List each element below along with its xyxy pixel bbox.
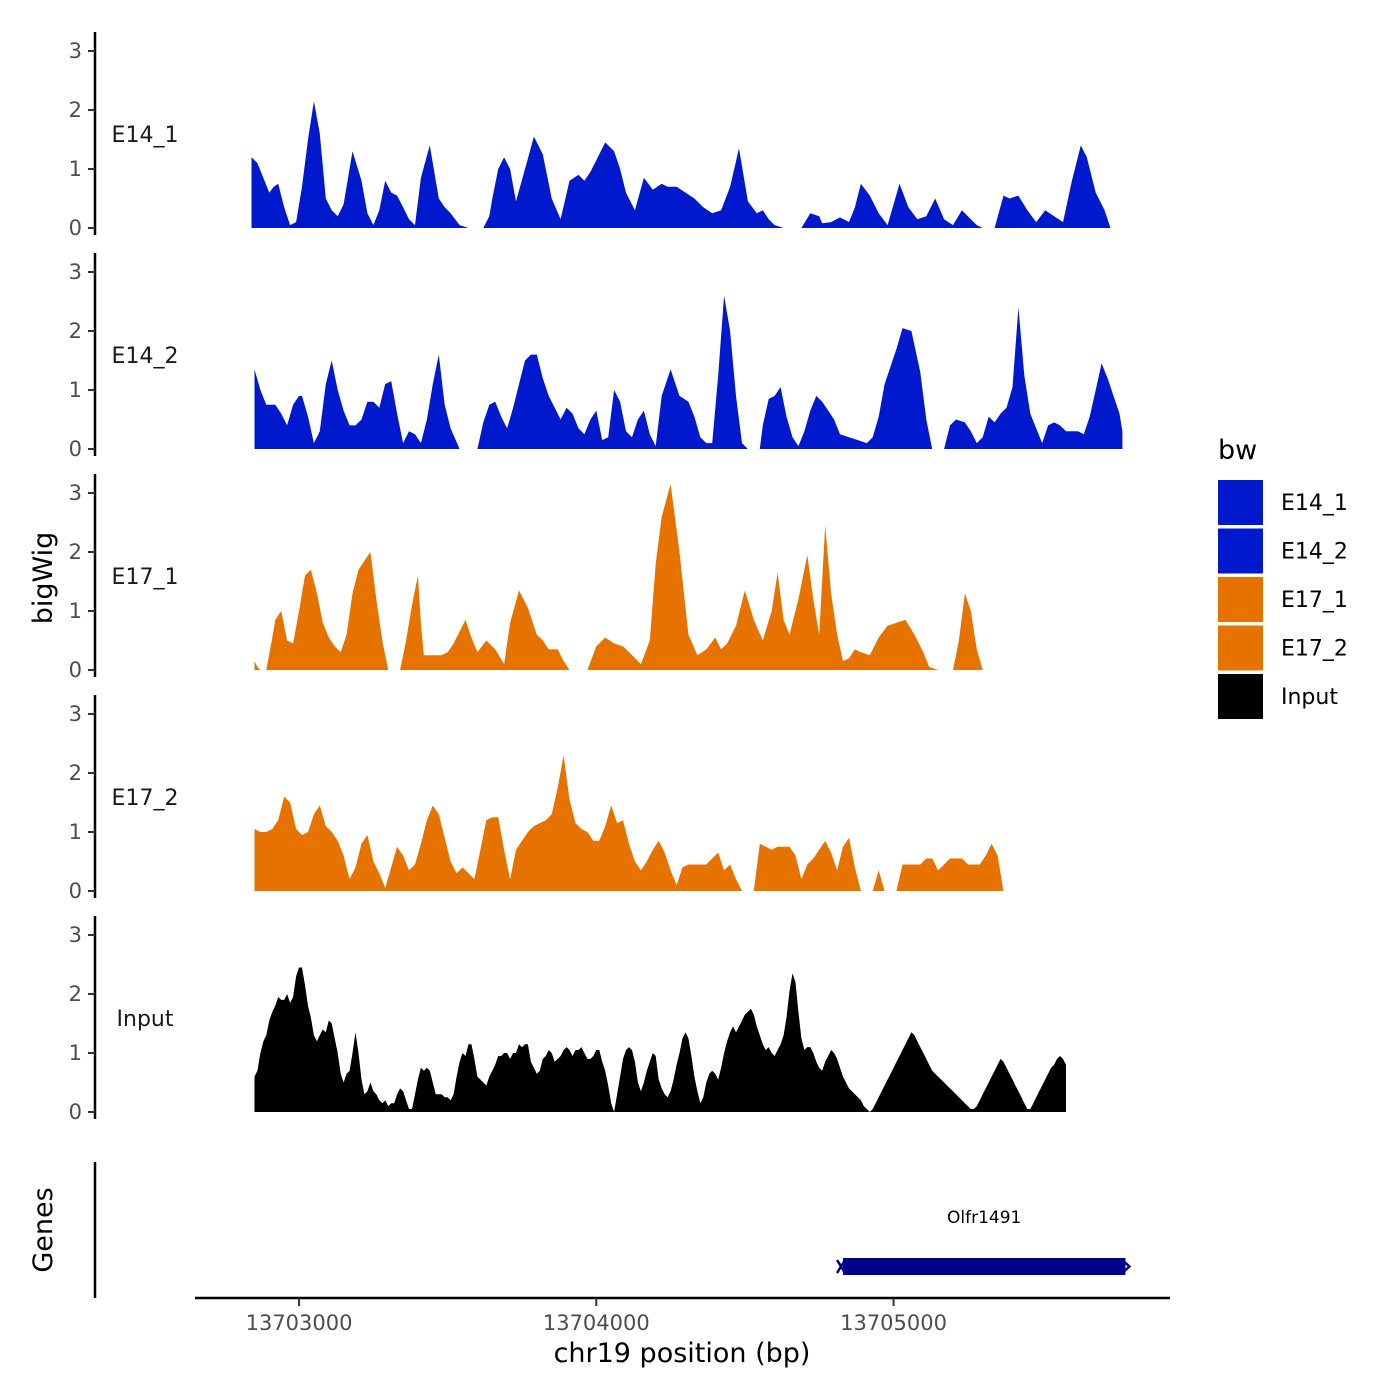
y-axis-title: bigWig (28, 532, 59, 625)
y-tick-label: 2 (69, 761, 82, 785)
gene-body (843, 1258, 1126, 1275)
x-ticks-layer: 13703000 13704000 13705000 (246, 1298, 947, 1335)
track-label: E17_1 (112, 565, 179, 590)
track-input: 0 1 2 3 Input (69, 916, 1066, 1124)
track-area-segment (896, 843, 1004, 891)
track-area-segment (254, 967, 1066, 1112)
track-e14-1: 0 1 2 3 E14_1 (69, 32, 1111, 240)
y-tick-label: 2 (69, 540, 82, 564)
legend-entry-e14-1: E14_1 (1218, 480, 1348, 525)
x-tick-label: 13704000 (543, 1311, 650, 1335)
x-tick-label: 13705000 (840, 1311, 947, 1335)
legend-entry-e17-2: E17_2 (1218, 625, 1348, 671)
gene-start-marker (835, 1259, 847, 1274)
legend-entries: E14_1 E14_2 E17_1 E17_2 Input (1218, 480, 1348, 719)
gene-end-marker (1122, 1260, 1132, 1273)
legend: bw E14_1 E14_2 E17_1 E17_2 Input (1218, 435, 1348, 719)
track-area-segment (266, 552, 389, 670)
y-tick-label: 1 (69, 157, 82, 181)
track-area-segment (251, 101, 469, 228)
legend-label: E17_2 (1281, 637, 1348, 662)
track-label: E14_1 (112, 123, 179, 148)
track-area-segment (753, 837, 861, 891)
x-tick-label: 13703000 (246, 1311, 353, 1335)
y-tick-label: 0 (69, 216, 82, 240)
track-e17-1: 0 1 2 3 E17_1 (69, 474, 983, 682)
track-area-segment (587, 484, 939, 670)
y-tick-label: 0 (69, 658, 82, 682)
track-area-segment (759, 328, 933, 449)
tracks-layer: 0 1 2 3 E14_1 0 1 2 3 E14_2 0 1 2 3 E17_1 0 1 2 3 E17_2 0 1 2 3… (69, 32, 1123, 1124)
legend-label: E14_2 (1281, 540, 1348, 565)
x-axis: 13703000 13704000 13705000 chr19 position … (195, 1296, 1170, 1369)
track-e17-2: 0 1 2 3 E17_2 (69, 695, 1004, 903)
y-tick-label: 3 (69, 702, 82, 726)
gene-label: Olfr1491 (947, 1208, 1021, 1228)
track-area-segment (254, 755, 742, 891)
track-area-segment (254, 661, 261, 670)
track-area-segment (483, 136, 784, 228)
legend-swatch (1218, 674, 1263, 719)
track-e14-2: 0 1 2 3 E14_2 (69, 253, 1123, 461)
genes-panel-title: Genes (28, 1187, 59, 1272)
legend-title: bw (1218, 435, 1257, 466)
track-label: Input (117, 1007, 174, 1032)
y-tick-label: 2 (69, 98, 82, 122)
track-area-segment (872, 870, 885, 891)
track-label: E17_2 (112, 786, 179, 811)
track-area-segment (944, 307, 1123, 449)
y-tick-label: 3 (69, 923, 82, 947)
x-axis-title: chr19 position (bp) (554, 1338, 811, 1369)
y-tick-label: 0 (69, 1100, 82, 1124)
y-tick-label: 1 (69, 599, 82, 623)
y-tick-label: 0 (69, 879, 82, 903)
y-tick-label: 3 (69, 39, 82, 63)
track-label: E14_2 (112, 344, 179, 369)
y-tick-label: 1 (69, 378, 82, 402)
track-area-segment (953, 593, 983, 670)
track-area-segment (994, 145, 1111, 228)
y-tick-label: 2 (69, 319, 82, 343)
track-area-segment (254, 354, 460, 449)
legend-entry-e17-1: E17_1 (1218, 577, 1348, 622)
genes-layer: Olfr1491 (835, 1208, 1132, 1275)
legend-label: E14_1 (1281, 491, 1348, 516)
y-tick-label: 3 (69, 260, 82, 284)
legend-entry-input: Input (1218, 674, 1338, 719)
y-tick-label: 3 (69, 481, 82, 505)
y-tick-label: 1 (69, 1041, 82, 1065)
legend-swatch (1218, 625, 1263, 671)
gene-olfr1491: Olfr1491 (835, 1208, 1132, 1275)
y-tick-label: 1 (69, 820, 82, 844)
track-area-segment (801, 183, 983, 228)
legend-swatch (1218, 528, 1263, 574)
legend-label: E17_1 (1281, 588, 1348, 613)
legend-swatch (1218, 480, 1263, 525)
track-area-segment (400, 575, 570, 670)
legend-swatch (1218, 577, 1263, 622)
legend-label: Input (1281, 685, 1338, 710)
genes-panel: Genes Olfr1491 (28, 1162, 1132, 1298)
y-tick-label: 2 (69, 982, 82, 1006)
y-tick-label: 0 (69, 437, 82, 461)
legend-entry-e14-2: E14_2 (1218, 528, 1348, 574)
track-area-segment (477, 295, 748, 449)
